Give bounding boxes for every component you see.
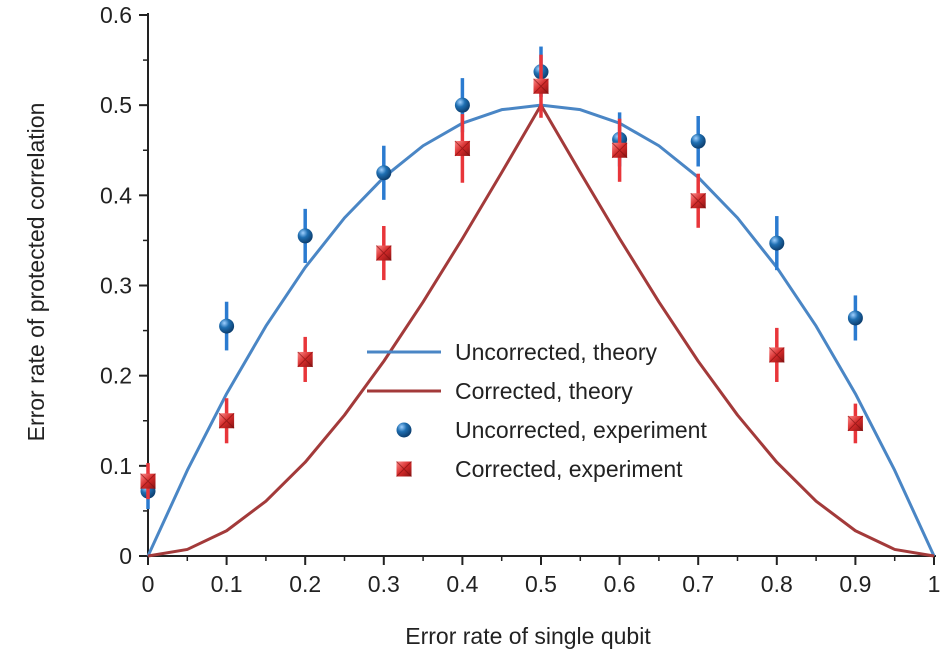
x-tick-label: 0.5 xyxy=(525,571,557,597)
y-tick-label: 0.6 xyxy=(100,2,132,28)
x-tick-label: 0.6 xyxy=(604,571,636,597)
data-point-circle xyxy=(690,133,706,149)
data-point-square-facet xyxy=(140,473,156,490)
legend-swatch-marker xyxy=(396,422,412,438)
x-tick-label: 0.8 xyxy=(761,571,793,597)
legend: Uncorrected, theory Corrected, theory Unco… xyxy=(367,339,707,482)
data-point-square-facet xyxy=(611,142,628,159)
y-tick-label: 0 xyxy=(119,543,132,569)
data-point-square-facet xyxy=(690,192,707,209)
data-point-square-facet xyxy=(454,140,471,157)
data-point-square-facet xyxy=(375,245,392,261)
data-point-circle xyxy=(847,310,863,326)
x-tick-label: 0.3 xyxy=(368,571,400,597)
data-point-square-facet xyxy=(297,351,314,368)
y-tick-label: 0.1 xyxy=(100,453,132,479)
legend-label: Uncorrected, experiment xyxy=(455,417,707,443)
x-tick-label: 0.1 xyxy=(211,571,243,597)
data-point-square-facet xyxy=(533,78,549,95)
series-line-0 xyxy=(146,103,936,557)
y-axis-title: Error rate of protected correlation xyxy=(23,103,49,442)
data-point-circle xyxy=(769,235,785,251)
y-tick-label: 0.5 xyxy=(100,92,132,118)
legend-label: Uncorrected, theory xyxy=(455,339,657,365)
data-point-square-facet xyxy=(847,415,864,432)
series-line-1 xyxy=(147,103,935,558)
y-tick-label: 0.3 xyxy=(100,273,132,299)
x-tick-label: 0.7 xyxy=(682,571,714,597)
legend-label: Corrected, theory xyxy=(455,378,633,404)
data-point-circle xyxy=(454,97,470,113)
legend-label: Corrected, experiment xyxy=(455,456,683,482)
data-point-square-facet xyxy=(218,412,235,429)
x-tick-label: 0.2 xyxy=(289,571,321,597)
data-point-circle xyxy=(219,318,235,334)
x-tick-label: 0.9 xyxy=(839,571,871,597)
data-point-circle xyxy=(376,165,392,181)
x-axis-title: Error rate of single qubit xyxy=(405,623,651,649)
x-tick-label: 0 xyxy=(142,571,155,597)
experiment-points xyxy=(140,46,864,510)
y-tick-label: 0.2 xyxy=(100,363,132,389)
data-point-square-facet xyxy=(768,347,785,363)
y-tick-label: 0.4 xyxy=(100,182,132,208)
x-tick-label: 1 xyxy=(928,571,941,597)
x-tick-label: 0.4 xyxy=(446,571,478,597)
legend-swatch-marker-facet xyxy=(396,461,412,477)
axes: 0 0.1 0.2 0.3 0.4 0.5 0.6 0.7 0.8 0.9 1 0 0.1 0.2 0.3 0… xyxy=(100,2,940,597)
data-point-circle xyxy=(297,228,313,244)
theory-curves xyxy=(146,103,936,558)
